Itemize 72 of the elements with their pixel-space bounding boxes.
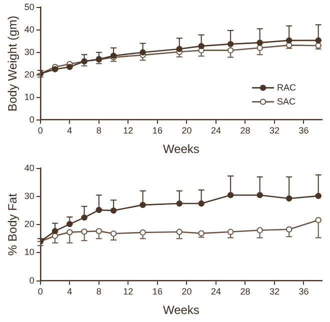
point (96, 228, 102, 234)
x-axis-title: Weeks (162, 303, 200, 318)
point (227, 228, 234, 236)
y-tick-label: 10 (24, 92, 34, 102)
point (256, 227, 263, 234)
x-tick-label: 24 (210, 126, 221, 136)
x-tick-label: 32 (269, 286, 280, 297)
x-axis-title: Weeks (162, 142, 200, 156)
x-tick-label: 4 (67, 286, 72, 297)
point (140, 229, 146, 236)
y-tick-label: 10 (24, 247, 34, 258)
y-tick-label: 50 (24, 2, 34, 12)
x-tick-label: 28 (240, 126, 250, 136)
point (256, 44, 263, 51)
legend-label: SAC (277, 96, 296, 106)
y-tick-label: 20 (24, 69, 34, 80)
point (227, 40, 234, 48)
y-tick-label: 0 (29, 275, 34, 286)
x-tick-label: 20 (182, 286, 192, 297)
y-tick-label: 30 (24, 190, 34, 201)
point (52, 228, 58, 234)
point (176, 46, 182, 52)
point (81, 228, 88, 235)
point (66, 229, 73, 236)
point (176, 200, 182, 207)
point (66, 64, 73, 70)
y-tick-label: 40 (24, 24, 34, 34)
point (176, 228, 182, 236)
point (315, 37, 322, 44)
point (52, 232, 58, 239)
x-tick-label: 24 (210, 286, 221, 297)
point (52, 66, 58, 72)
point (198, 42, 204, 50)
x-tick-label: 12 (123, 286, 134, 297)
point (286, 37, 292, 44)
x-tick-label: 4 (67, 126, 72, 136)
point (286, 195, 292, 202)
x-tick-label: 28 (240, 286, 250, 297)
point (198, 230, 204, 236)
point (256, 192, 263, 198)
point (140, 49, 146, 56)
x-tick-label: 36 (298, 286, 309, 297)
legend-label: RAC (277, 82, 296, 92)
x-tick-label: 32 (269, 126, 280, 136)
x-tick-label: 20 (182, 126, 192, 136)
x-tick-label: 0 (38, 286, 43, 297)
x-tick-label: 8 (96, 126, 102, 136)
point (96, 206, 102, 214)
y-tick-label: 30 (24, 46, 34, 57)
x-tick-label: 36 (298, 126, 309, 136)
y-tick-label: 20 (24, 219, 34, 230)
point (140, 202, 146, 208)
x-tick-label: 12 (123, 126, 134, 136)
point (286, 226, 292, 232)
point (315, 192, 322, 200)
point (227, 47, 234, 54)
y-tick-label: 0 (29, 114, 34, 124)
point (110, 207, 117, 214)
point (198, 200, 204, 207)
x-tick-label: 16 (152, 286, 162, 297)
y-axis-title: Body Weight (gm) (6, 16, 20, 112)
y-axis-title: % Body Fat (6, 192, 20, 256)
x-tick-label: 8 (96, 286, 102, 297)
point (66, 220, 73, 228)
point (256, 40, 263, 46)
y-tick-label: 40 (24, 162, 34, 173)
point (315, 217, 322, 224)
x-tick-label: 0 (38, 126, 43, 136)
point (227, 192, 234, 198)
point (110, 230, 117, 237)
point (81, 214, 88, 221)
x-tick-label: 16 (152, 126, 162, 136)
